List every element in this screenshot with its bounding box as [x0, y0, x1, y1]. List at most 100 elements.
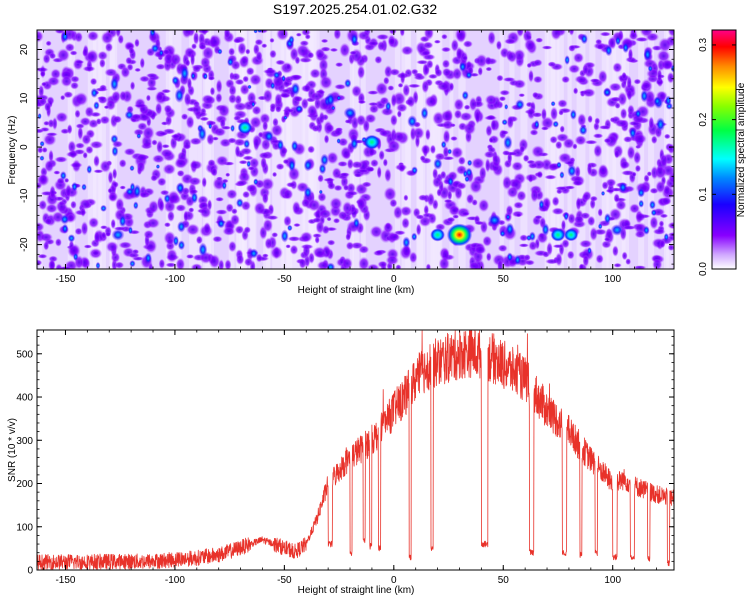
- spectrogram-speckle: [626, 75, 632, 90]
- spectrogram-speckle: [652, 258, 663, 269]
- spectrogram-speckle: [49, 184, 56, 199]
- spectrogram-speckle: [555, 140, 563, 150]
- spectrogram-speckle: [466, 193, 475, 205]
- spectrogram-speckle: [262, 218, 273, 233]
- spectrogram-speckle: [37, 253, 48, 259]
- spectrogram-speckle: [333, 127, 344, 137]
- spectrogram-speckle: [442, 129, 451, 145]
- spectrogram-speckle: [440, 170, 447, 180]
- spectrogram-speck-blue: [86, 164, 93, 174]
- spectrogram-speckle: [82, 44, 89, 58]
- spectrogram-speckle: [500, 130, 509, 135]
- spectrogram-speckle: [143, 229, 155, 240]
- spectrogram-speck-blue: [172, 235, 179, 247]
- spectrogram-speck-blue: [465, 71, 473, 80]
- spectrogram-speckle: [262, 120, 269, 132]
- spectrogram-speckle: [506, 115, 514, 130]
- spectrogram-speckle: [422, 41, 434, 49]
- spectrogram-speck-blue: [61, 30, 69, 43]
- snr-y-tick-label: 100: [16, 522, 33, 533]
- spectrogram-speckle: [370, 158, 379, 168]
- spectrogram-speckle: [260, 177, 275, 191]
- spectrogram-speckle: [53, 170, 61, 175]
- spectrogram-speckle: [136, 153, 148, 162]
- spectrogram-speck-blue: [637, 187, 645, 198]
- spectrogram-speckle: [190, 51, 196, 67]
- spectrogram-speckle: [230, 72, 241, 81]
- colorbar-tick-label: 0.3: [698, 38, 709, 52]
- spectrogram-speckle: [334, 83, 347, 90]
- spectrogram-speckle: [223, 30, 231, 39]
- spectrogram-speckle: [482, 235, 493, 247]
- spectrogram-speckle: [654, 165, 667, 180]
- spectrogram-speck-blue: [534, 119, 540, 130]
- spectrogram-speckle: [578, 263, 585, 269]
- spectrogram-speck-blue: [283, 115, 288, 121]
- spectrogram-speck-blue: [235, 198, 244, 208]
- spectrogram-speckle: [79, 198, 92, 210]
- spectrogram-speck-blue: [663, 232, 670, 242]
- spectrogram-speckle: [648, 116, 655, 130]
- spectrogram-speck-blue: [336, 95, 342, 101]
- spectrogram-speckle: [38, 199, 48, 211]
- spectrogram-speck-blue: [291, 140, 299, 152]
- spectrogram-speckle: [43, 120, 50, 126]
- spectrogram-speck-blue: [600, 190, 606, 197]
- spectrogram-speckle: [382, 158, 388, 167]
- spectrogram-speckle: [112, 115, 123, 124]
- spectrogram-speckle: [44, 159, 54, 173]
- spectrogram-speckle: [46, 76, 61, 87]
- spectrogram-speckle: [388, 37, 396, 46]
- spectrogram-speckle: [119, 90, 127, 102]
- spectrogram-speck-blue: [37, 112, 42, 120]
- spectrogram-speck-blue: [350, 33, 359, 46]
- spectrogram-hotspot: [111, 228, 125, 241]
- spectrogram-speckle: [463, 122, 476, 136]
- spectrogram-speckle: [412, 126, 425, 140]
- colorbar-tick-label: 0.1: [698, 187, 709, 201]
- spectrogram-speck-blue: [411, 232, 418, 241]
- spectrogram-speckle: [633, 265, 647, 269]
- spectrogram-speckle: [159, 148, 174, 158]
- spectrogram-speckle: [243, 257, 254, 267]
- spectrogram-speckle: [203, 221, 211, 235]
- spectrogram-speck-blue: [158, 49, 164, 57]
- spectrogram-y-tick-label: -10: [19, 188, 30, 203]
- spectrogram-speckle: [37, 259, 43, 266]
- spectrogram-speckle: [270, 123, 284, 137]
- spectrogram-speck-blue: [276, 139, 284, 151]
- spectrogram-speckle: [519, 145, 526, 154]
- spectrogram-speckle: [283, 215, 292, 227]
- spectrogram-speck-blue: [650, 209, 657, 217]
- spectrogram-speckle: [293, 95, 304, 103]
- spectrogram-streak: [228, 30, 235, 269]
- spectrogram-speckle: [56, 48, 70, 62]
- spectrogram-speckle: [420, 50, 431, 56]
- spectrogram-speckle: [382, 222, 394, 234]
- spectrogram-streak: [197, 30, 202, 269]
- spectrogram-speckle: [104, 42, 114, 53]
- spectrogram-speckle: [89, 77, 98, 86]
- spectrogram-speckle: [474, 109, 481, 125]
- spectrogram-streak: [203, 30, 212, 269]
- spectrogram-speckle: [442, 119, 454, 130]
- spectrogram-speckle: [526, 62, 532, 69]
- spectrogram-speck-blue: [221, 180, 227, 190]
- spectrogram-speckle: [42, 53, 51, 65]
- spectrogram-speckle: [441, 33, 448, 40]
- spectrogram-speckle: [355, 114, 367, 127]
- spectrogram-speckle: [167, 210, 175, 223]
- spectrogram-speckle: [555, 186, 568, 191]
- spectrogram-speck-blue: [461, 90, 469, 101]
- spectrogram-x-tick-label: 0: [391, 274, 397, 285]
- spectrogram-speckle: [488, 137, 494, 144]
- spectrogram-speck-blue: [39, 140, 45, 147]
- spectrogram-speck-blue: [303, 159, 313, 172]
- spectrogram-speckle: [535, 37, 544, 43]
- spectrogram-speckle: [161, 144, 170, 149]
- spectrogram-speckle: [582, 88, 596, 98]
- spectrogram-speckle: [589, 195, 598, 202]
- spectrogram-streak: [173, 30, 182, 269]
- spectrogram-speckle: [415, 223, 422, 237]
- spectrogram-speckle: [317, 174, 324, 183]
